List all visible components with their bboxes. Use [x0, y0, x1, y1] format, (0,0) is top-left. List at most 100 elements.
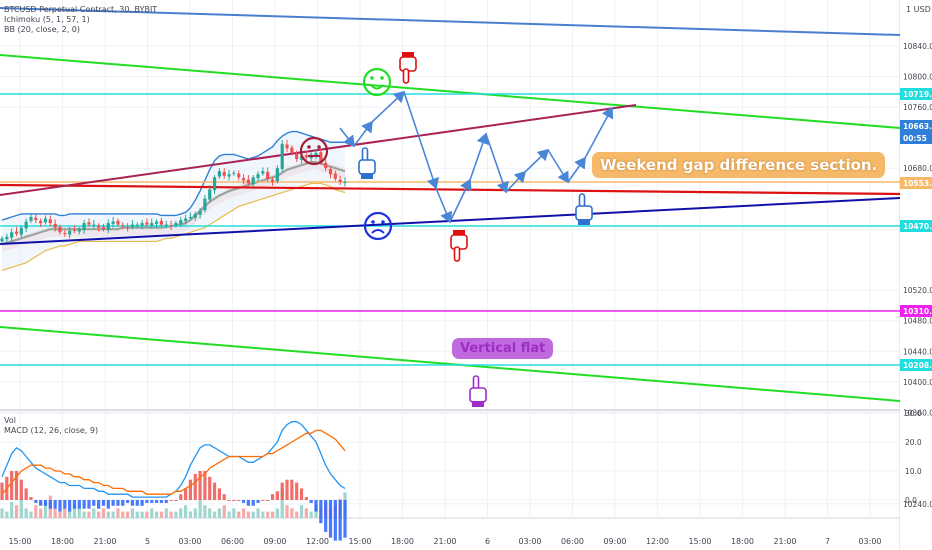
projection-arrow[interactable] — [469, 132, 489, 181]
candle-body — [10, 232, 14, 238]
macd-legend[interactable]: MACD (12, 26, close, 9) — [4, 426, 99, 435]
projection-arrow[interactable] — [524, 148, 550, 173]
histogram-bar — [309, 500, 313, 503]
histogram-bar — [232, 500, 236, 501]
green-channel-upper[interactable] — [0, 54, 901, 129]
volume-bar — [198, 498, 202, 518]
macd-tick-label: 20.0 — [905, 438, 922, 447]
price-badge-label: 10310.0 — [903, 307, 932, 316]
candle-body — [126, 226, 130, 228]
volume-bar — [164, 508, 168, 518]
macd-histogram — [0, 471, 347, 541]
volume-bar — [266, 511, 270, 518]
volume-bar — [111, 511, 115, 518]
projection-arrow[interactable] — [485, 133, 509, 194]
candle-body — [212, 177, 217, 191]
projection-arrow[interactable] — [435, 187, 453, 224]
price-badge-label: 00:55 — [903, 134, 927, 143]
candle-body — [174, 223, 178, 226]
histogram-bar — [121, 500, 125, 506]
green-channel-lower[interactable] — [0, 326, 901, 402]
time-tick-label: 06:00 — [561, 537, 584, 546]
hand-finger — [453, 246, 461, 262]
histogram-bar — [111, 500, 115, 506]
volume-bar — [227, 511, 231, 518]
projection-arrow[interactable] — [547, 149, 569, 184]
candle-body — [241, 178, 246, 181]
histogram-bar — [77, 500, 81, 509]
volume-bar — [34, 505, 38, 518]
histogram-bar — [203, 471, 207, 500]
volume-bar — [159, 511, 164, 518]
price-badge — [900, 305, 932, 317]
macd-tick-label: 30.0 — [905, 409, 922, 418]
volume-bar — [77, 508, 81, 518]
face-eye — [317, 145, 321, 149]
volume-bar — [29, 511, 33, 518]
vol-legend[interactable]: Vol — [4, 416, 16, 425]
maroon-ascending-line[interactable] — [0, 104, 637, 196]
pointing-down-hand-icon — [450, 230, 468, 262]
candle-body — [130, 224, 135, 227]
weekend-gap-callout[interactable]: Weekend gap difference section. — [592, 152, 886, 178]
ichimoku-legend[interactable]: Ichimoku (5, 1, 57, 1) — [4, 15, 90, 24]
projection-arrow[interactable] — [567, 156, 586, 183]
histogram-bar — [164, 500, 168, 503]
histogram-bar — [237, 500, 241, 501]
projection-arrow[interactable] — [353, 120, 373, 147]
histogram-bar — [319, 500, 323, 524]
histogram-bar — [58, 500, 62, 512]
sad-face-icon — [363, 211, 393, 241]
volume-bar — [169, 511, 173, 518]
histogram-bar — [261, 500, 265, 501]
blue-descending-line[interactable] — [0, 7, 901, 36]
projection-arrow[interactable] — [505, 170, 527, 193]
projection-arrow[interactable] — [371, 90, 406, 123]
volume-bar — [63, 508, 67, 518]
time-tick-label: 15:00 — [348, 537, 371, 546]
price-tick-label: 10240.0 — [903, 500, 932, 509]
face-mouth — [370, 84, 384, 90]
vertical-flat-callout[interactable]: Vertical flat — [452, 338, 554, 359]
histogram-bar — [48, 500, 52, 509]
red-support-line[interactable] — [0, 183, 901, 196]
hand-cuff — [361, 173, 373, 179]
histogram-bar — [179, 494, 183, 500]
lower-legend: Vol MACD (12, 26, close, 9) — [4, 416, 98, 436]
time-tick-label: 21:00 — [773, 537, 796, 546]
candle-body — [63, 233, 67, 235]
symbol-legend[interactable]: BTCUSD Perpetual Contract, 30, BYBIT — [4, 5, 158, 14]
projection-arrow[interactable] — [403, 91, 440, 190]
projection-arrow[interactable] — [584, 106, 614, 159]
projection-arrow[interactable] — [339, 127, 355, 148]
face-outline — [363, 211, 393, 241]
candle-body — [266, 172, 270, 179]
time-tick-label: 21:00 — [93, 537, 116, 546]
candle-body — [333, 173, 337, 179]
candle-body — [251, 177, 255, 185]
projection-arrow[interactable] — [449, 178, 472, 223]
price-badge — [900, 220, 932, 232]
candle-body — [338, 179, 342, 182]
bb-legend[interactable]: BB (20, close, 2, 0) — [4, 25, 80, 34]
price-axis[interactable]: 1 USD10840.010800.010760.010680.010600.0… — [900, 0, 932, 550]
histogram-bar — [154, 500, 159, 503]
volume-bar — [280, 489, 284, 518]
histogram-bar — [295, 482, 299, 500]
histogram-bar — [169, 500, 173, 501]
histogram-bar — [212, 482, 217, 500]
histogram-bar — [304, 497, 308, 500]
volume-bar — [68, 511, 72, 518]
volume-bar — [82, 511, 86, 518]
candle-body — [14, 231, 19, 234]
time-axis[interactable]: 15:00 18:00 21:00 5 03:00 06:00 09:00 12:00 15:0… — [8, 537, 881, 546]
macd-lines — [1, 421, 346, 498]
drawings[interactable] — [0, 7, 901, 402]
projection-arrows[interactable] — [339, 90, 614, 224]
price-badge — [900, 177, 932, 189]
histogram-bar — [116, 500, 120, 506]
volume-bar — [304, 508, 308, 518]
